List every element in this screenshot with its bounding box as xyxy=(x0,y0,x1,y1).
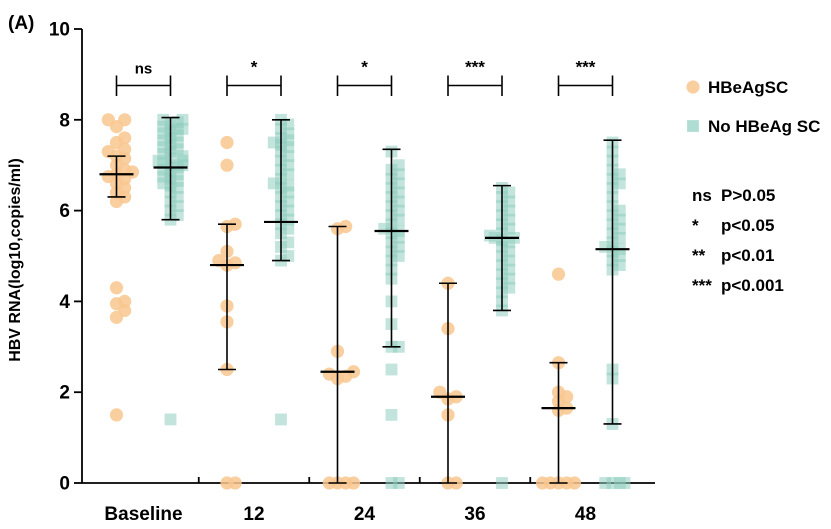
svg-text:HBeAgSC: HBeAgSC xyxy=(708,78,788,97)
svg-text:HBV RNA(log10,copies/ml): HBV RNA(log10,copies/ml) xyxy=(7,158,24,362)
svg-text:No HBeAg SC: No HBeAg SC xyxy=(708,117,820,136)
svg-text:***: *** xyxy=(576,58,596,77)
svg-text:(A): (A) xyxy=(8,13,34,34)
svg-text:8: 8 xyxy=(59,110,70,131)
svg-text:24: 24 xyxy=(354,504,376,525)
svg-text:ns: ns xyxy=(692,186,712,205)
svg-text:p<0.001: p<0.001 xyxy=(721,276,784,295)
svg-text:***: *** xyxy=(465,58,485,77)
svg-text:P>0.05: P>0.05 xyxy=(721,186,775,205)
svg-text:p<0.01: p<0.01 xyxy=(721,246,774,265)
svg-text:6: 6 xyxy=(59,201,70,222)
svg-text:***: *** xyxy=(692,276,712,295)
svg-text:4: 4 xyxy=(59,292,70,313)
svg-text:Baseline: Baseline xyxy=(104,504,182,525)
svg-text:2: 2 xyxy=(59,383,70,404)
svg-text:*: * xyxy=(692,216,699,235)
svg-text:10: 10 xyxy=(49,20,70,41)
svg-text:*: * xyxy=(361,58,368,77)
svg-text:36: 36 xyxy=(464,504,485,525)
svg-text:48: 48 xyxy=(575,504,596,525)
svg-text:12: 12 xyxy=(243,504,264,525)
svg-text:ns: ns xyxy=(135,61,153,78)
svg-text:*: * xyxy=(251,58,258,77)
svg-text:p<0.05: p<0.05 xyxy=(721,216,774,235)
svg-text:0: 0 xyxy=(59,474,70,495)
svg-text:**: ** xyxy=(692,246,706,265)
